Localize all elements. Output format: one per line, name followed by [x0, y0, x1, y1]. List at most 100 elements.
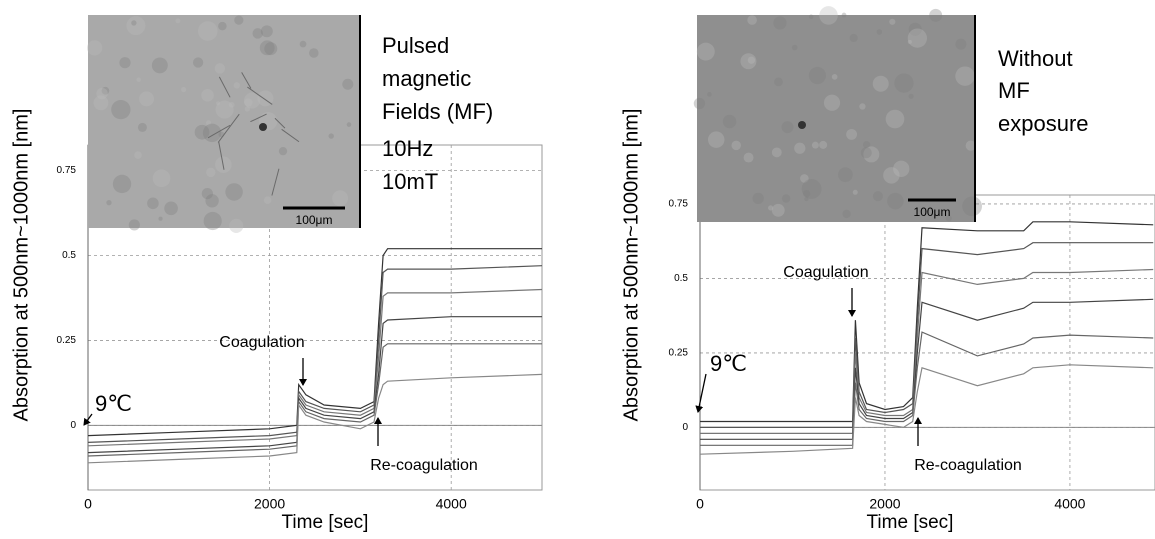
y-tick-label: 0	[682, 422, 688, 433]
micrograph-texture	[838, 167, 853, 183]
scale-bar-label: 100μm	[296, 213, 333, 227]
micrograph-texture	[752, 192, 764, 205]
y-tick-label: 0.75	[669, 199, 689, 210]
micrograph-texture	[136, 77, 141, 82]
micrograph-texture	[808, 14, 814, 20]
crystal	[274, 117, 286, 129]
micrograph-texture	[214, 63, 226, 74]
micrograph-texture	[234, 15, 244, 25]
micrograph-texture	[811, 141, 819, 149]
micrograph	[88, 15, 360, 228]
micrograph-texture	[151, 57, 168, 74]
micrograph-texture	[126, 16, 146, 36]
inset-caption: exposure	[998, 111, 1089, 136]
micrograph-texture	[201, 89, 214, 102]
micrograph-texture	[86, 40, 103, 56]
x-tick-label: 0	[696, 496, 704, 512]
inset-caption: magnetic	[382, 66, 471, 91]
micrograph-texture	[747, 56, 756, 64]
micrograph-texture	[819, 140, 828, 149]
y-tick-label: 0.5	[674, 273, 688, 284]
micrograph-texture	[244, 98, 253, 107]
micrograph-texture	[747, 15, 757, 25]
micrograph-texture	[771, 203, 785, 217]
annotation: 9℃	[95, 391, 132, 416]
micrograph-texture	[278, 147, 288, 156]
micrograph-texture	[119, 57, 131, 69]
x-tick-label: 0	[84, 496, 92, 512]
micrograph-texture	[215, 100, 234, 119]
crystal	[207, 124, 231, 139]
trace-line	[699, 364, 1154, 455]
micrograph-texture	[139, 91, 155, 107]
micrograph-texture	[872, 191, 883, 202]
micrograph-texture	[225, 183, 243, 201]
micrograph-texture	[894, 73, 914, 93]
inset-caption: Fields (MF)	[382, 99, 493, 124]
micrograph-texture	[205, 194, 219, 208]
micrograph-texture	[93, 95, 109, 111]
annotation: 9℃	[710, 351, 747, 376]
micrograph-texture	[328, 133, 334, 139]
micrograph-texture	[860, 147, 872, 159]
micrograph-texture	[264, 42, 278, 56]
micrograph-texture	[218, 21, 227, 31]
micrograph-texture	[740, 53, 757, 70]
micrograph-texture	[808, 66, 826, 85]
micrograph-texture	[794, 142, 806, 154]
micrograph-texture	[774, 77, 783, 87]
y-axis-label: Absorption at 500nm~1000nm [nm]	[620, 109, 642, 422]
annotation: Coagulation	[783, 264, 868, 281]
x-tick-label: 2000	[869, 496, 900, 512]
micrograph-texture	[229, 218, 244, 233]
micrograph-spot	[259, 123, 267, 131]
y-tick-label: 0	[70, 420, 76, 431]
inset-caption: 10mT	[382, 169, 438, 194]
micrograph-texture	[859, 103, 866, 110]
micrograph-texture	[134, 151, 142, 159]
micrograph-texture	[852, 189, 858, 195]
crystal	[250, 113, 267, 123]
micrograph-texture	[908, 22, 922, 36]
micrograph-texture	[707, 131, 725, 148]
micrograph-texture	[722, 114, 737, 129]
micrograph-texture	[846, 128, 858, 140]
micrograph-texture	[175, 18, 181, 24]
micrograph-texture	[955, 38, 967, 50]
micrograph-texture	[803, 189, 811, 198]
micrograph-texture	[862, 141, 871, 149]
micrograph	[697, 15, 975, 222]
micrograph-texture	[215, 101, 221, 106]
micrograph-texture	[101, 86, 110, 95]
micrograph-texture	[863, 146, 880, 163]
x-axis-label: Time [sec]	[282, 512, 369, 533]
micrograph-texture	[791, 44, 798, 51]
micrograph-texture	[893, 160, 910, 177]
micrograph-texture	[193, 57, 204, 68]
micrograph-texture	[112, 174, 132, 194]
micrograph-texture	[768, 205, 774, 211]
y-tick-label: 0.75	[57, 165, 77, 176]
annotation-arrow	[83, 413, 93, 426]
micrograph-texture	[731, 140, 742, 151]
micrograph-texture	[889, 18, 896, 25]
trace-line	[87, 343, 542, 457]
micrograph-texture	[197, 21, 218, 41]
micrograph-texture	[164, 201, 178, 216]
micrograph-texture	[228, 101, 235, 108]
micrograph-texture	[342, 78, 354, 90]
micrograph-texture	[243, 92, 261, 109]
micrograph-texture	[206, 167, 216, 178]
micrograph-texture	[152, 169, 171, 188]
micrograph-texture	[252, 28, 263, 39]
micrograph-texture	[872, 75, 889, 92]
y-tick-label: 0.5	[62, 250, 76, 261]
micrograph-texture	[203, 211, 222, 231]
micrograph-texture	[194, 124, 210, 140]
micrograph-texture	[962, 196, 983, 217]
micrograph-texture	[801, 179, 822, 199]
micrograph-texture	[885, 109, 905, 129]
micrograph-texture	[955, 66, 975, 86]
micrograph-texture	[781, 121, 794, 134]
micrograph-texture	[202, 123, 222, 143]
